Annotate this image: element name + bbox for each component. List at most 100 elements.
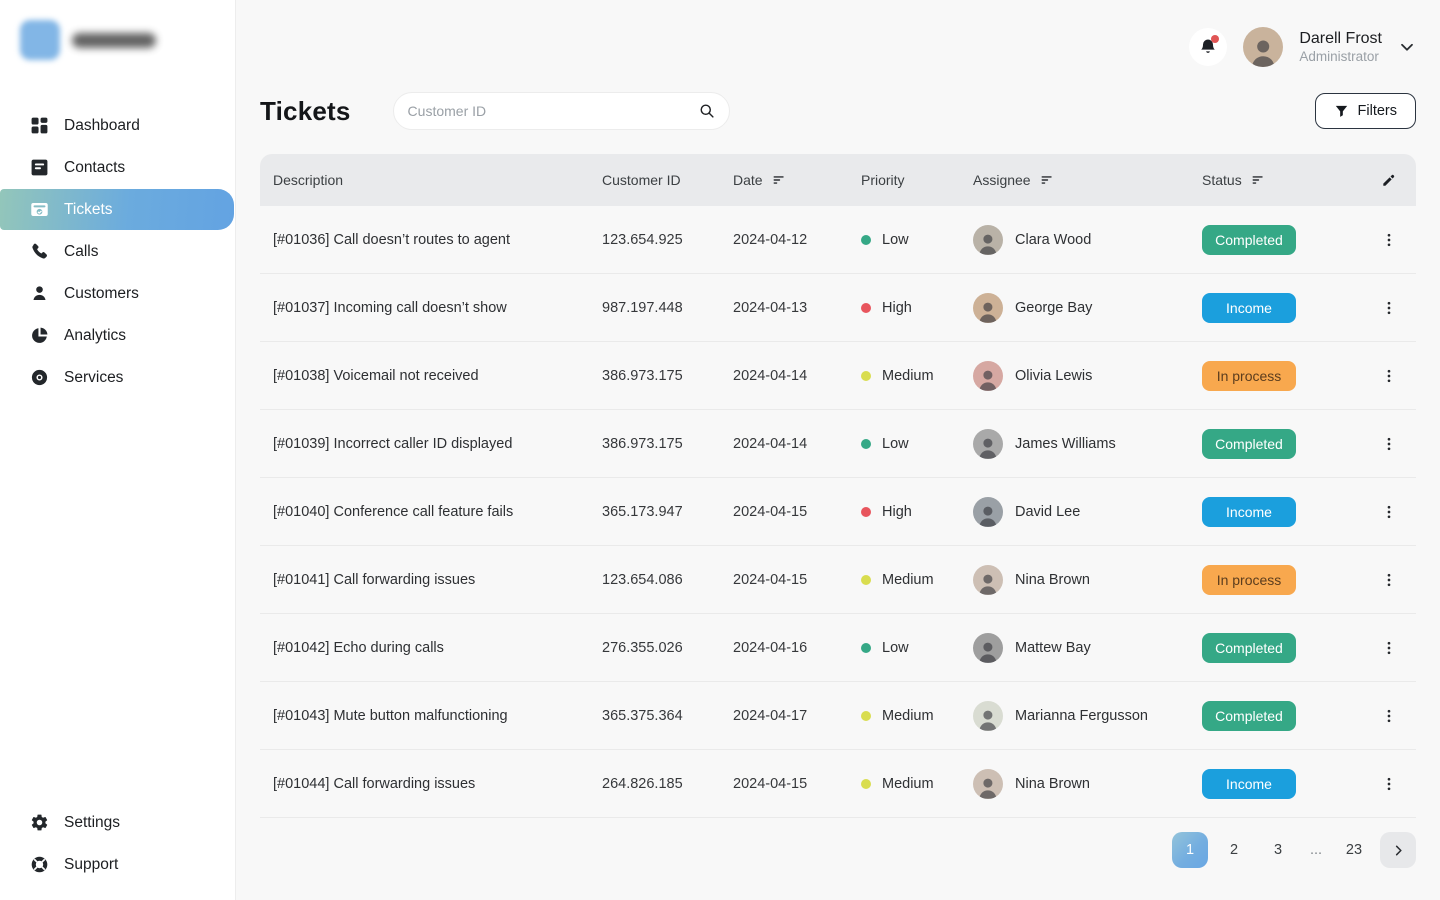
user-avatar[interactable]	[1243, 27, 1284, 67]
ticket-priority: Medium	[861, 368, 973, 384]
ticket-assignee: Olivia Lewis	[973, 360, 1202, 391]
ticket-priority: Medium	[861, 572, 973, 588]
ticket-status-cell: Completed	[1202, 428, 1375, 459]
column-header-date[interactable]: Date	[733, 172, 861, 188]
priority-label: High	[882, 503, 912, 520]
ticket-status-cell: Completed	[1202, 632, 1375, 663]
assignee-name: Mattew Bay	[1015, 639, 1091, 656]
gear-icon	[30, 813, 49, 832]
sidebar-item-settings[interactable]: Settings	[0, 802, 235, 843]
column-header-assignee[interactable]: Assignee	[973, 172, 1202, 188]
chevron-down-icon[interactable]	[1398, 38, 1416, 56]
row-menu-button[interactable]	[1377, 772, 1401, 796]
ticket-status-cell: Income	[1202, 496, 1375, 527]
ticket-status-cell: Income	[1202, 768, 1375, 799]
notifications-button[interactable]	[1189, 28, 1228, 66]
row-menu-button[interactable]	[1377, 568, 1401, 592]
assignee-avatar	[973, 292, 1003, 323]
row-menu-button[interactable]	[1377, 636, 1401, 660]
sidebar-item-label: Contacts	[64, 158, 126, 176]
search-input[interactable]	[407, 103, 699, 119]
app-logo	[0, 20, 235, 60]
ticket-status-cell: Income	[1202, 292, 1375, 323]
priority-dot-icon	[861, 438, 871, 449]
logo-wordmark	[72, 32, 156, 48]
row-menu-button[interactable]	[1377, 296, 1401, 320]
pagination-page-1[interactable]: 1	[1172, 832, 1208, 868]
sidebar-item-calls[interactable]: Calls	[0, 231, 235, 272]
priority-dot-icon	[861, 710, 871, 721]
column-header-status[interactable]: Status	[1202, 172, 1375, 188]
table-row: [#01044] Call forwarding issues 264.826.1…	[260, 750, 1416, 818]
table-row: [#01038] Voicemail not received 386.973.1…	[260, 342, 1416, 410]
lifebuoy-icon	[30, 855, 49, 874]
sidebar-item-dashboard[interactable]: Dashboard	[0, 105, 235, 146]
ticket-priority: High	[861, 300, 973, 316]
sidebar-item-services[interactable]: Services	[0, 357, 235, 398]
ticket-assignee: James Williams	[973, 428, 1202, 459]
phone-icon	[30, 242, 49, 261]
row-menu-button[interactable]	[1377, 704, 1401, 728]
sort-icon[interactable]	[1040, 173, 1054, 187]
customer-id: 365.173.947	[602, 503, 683, 520]
ticket-date: 2024-04-15	[733, 775, 808, 792]
contacts-icon	[30, 158, 49, 177]
user-role: Administrator	[1299, 48, 1379, 64]
sort-icon[interactable]	[772, 173, 786, 187]
pagination-page-3[interactable]: 3	[1260, 832, 1296, 868]
status-badge: Completed	[1202, 632, 1296, 663]
ticket-priority: Medium	[861, 776, 973, 792]
sidebar-item-support[interactable]: Support	[0, 844, 235, 885]
table-row: [#01037] Incoming call doesn’t show 987.1…	[260, 274, 1416, 342]
sidebar-item-tickets[interactable]: Tickets	[0, 189, 234, 230]
search-icon[interactable]	[699, 103, 715, 119]
column-header-actions	[1381, 172, 1397, 188]
status-badge: Completed	[1202, 428, 1296, 459]
page-head: Tickets Filters	[260, 92, 1416, 130]
priority-label: Medium	[882, 571, 934, 588]
sidebar-item-analytics[interactable]: Analytics	[0, 315, 235, 356]
ticket-date: 2024-04-13	[733, 299, 808, 316]
main-content: Darell Frost Administrator Tickets Filte…	[236, 0, 1440, 900]
pagination: 1 2 3... 23	[260, 818, 1416, 868]
sidebar: Dashboard Contacts Tickets Calls Customers An…	[0, 0, 236, 900]
ticket-priority: Low	[861, 232, 973, 248]
table-row: [#01042] Echo during calls 276.355.026 202…	[260, 614, 1416, 682]
pagination-page-23[interactable]: 23	[1336, 832, 1372, 868]
status-badge: In process	[1202, 564, 1296, 595]
pagination-page-2[interactable]: 2	[1216, 832, 1252, 868]
customer-id: 276.355.026	[602, 639, 683, 656]
ticket-description: [#01041] Call forwarding issues	[273, 571, 476, 588]
sidebar-item-customers[interactable]: Customers	[0, 273, 235, 314]
row-menu-button[interactable]	[1377, 228, 1401, 252]
sidebar-item-contacts[interactable]: Contacts	[0, 147, 235, 188]
sort-icon[interactable]	[1251, 173, 1265, 187]
ticket-date: 2024-04-15	[733, 571, 808, 588]
sidebar-item-label: Services	[64, 368, 124, 386]
ticket-date: 2024-04-15	[733, 503, 808, 520]
ticket-date: 2024-04-17	[733, 707, 808, 724]
notification-dot	[1211, 35, 1220, 43]
status-badge: Income	[1202, 292, 1296, 323]
assignee-avatar	[973, 428, 1003, 459]
priority-dot-icon	[861, 302, 871, 313]
assignee-avatar	[973, 224, 1003, 255]
search-box	[392, 92, 730, 130]
dashboard-grid-icon	[30, 116, 49, 135]
status-badge: Completed	[1202, 700, 1296, 731]
pencil-icon[interactable]	[1381, 172, 1397, 188]
sidebar-item-label: Analytics	[64, 326, 127, 344]
pagination-next-button[interactable]	[1380, 832, 1416, 868]
row-menu-button[interactable]	[1377, 364, 1401, 388]
assignee-avatar	[973, 496, 1003, 527]
ticket-assignee: George Bay	[973, 292, 1202, 323]
row-menu-button[interactable]	[1377, 500, 1401, 524]
user-meta: Darell Frost Administrator	[1299, 29, 1382, 66]
topbar: Darell Frost Administrator	[260, 0, 1416, 88]
ticket-description: [#01040] Conference call feature fails	[273, 503, 514, 520]
row-menu-button[interactable]	[1377, 432, 1401, 456]
filters-button[interactable]: Filters	[1314, 93, 1416, 129]
priority-dot-icon	[861, 778, 871, 789]
ticket-date: 2024-04-12	[733, 231, 808, 248]
sidebar-item-label: Customers	[64, 284, 139, 302]
